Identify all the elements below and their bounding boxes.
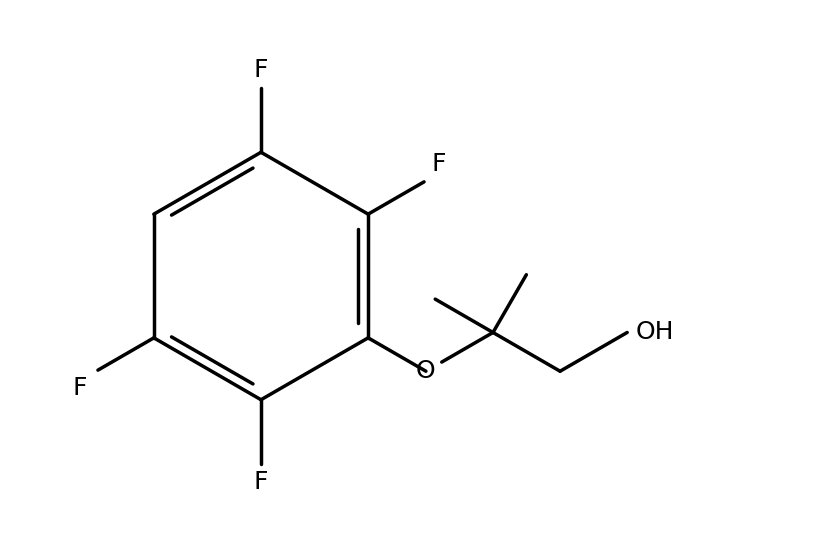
Text: F: F <box>254 470 269 493</box>
Text: OH: OH <box>636 321 674 344</box>
Text: F: F <box>254 59 269 82</box>
Text: F: F <box>431 152 446 177</box>
Text: F: F <box>73 375 88 400</box>
Text: O: O <box>416 359 435 383</box>
